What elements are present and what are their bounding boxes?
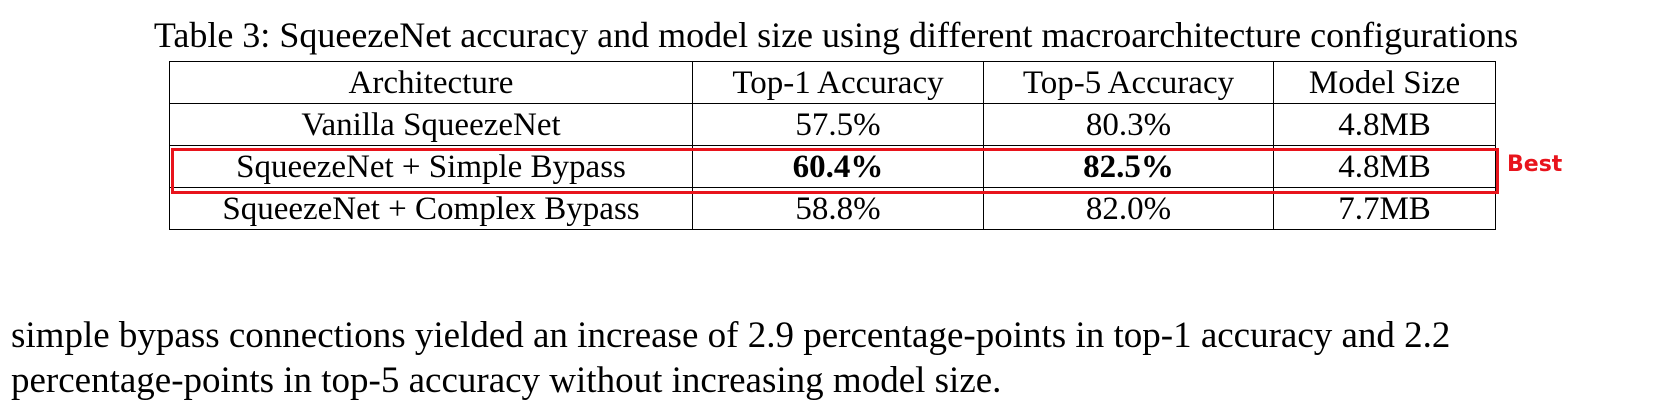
bold-value: 82.5%	[1083, 148, 1174, 185]
highlight-box	[171, 148, 1499, 194]
cell: SqueezeNet + Simple Bypass	[169, 145, 693, 188]
cell: 60.4%	[692, 145, 984, 188]
cell: SqueezeNet + Complex Bypass	[169, 187, 693, 230]
cell: 57.5%	[692, 103, 984, 146]
row: SqueezeNet + Complex Bypass 58.8% 82.0% …	[169, 187, 1496, 230]
bold-value: 60.4%	[792, 148, 884, 185]
cell: 82.5%	[983, 145, 1274, 188]
header-cell: Top-5 Accuracy	[983, 61, 1274, 104]
paragraph-line: simple bypass connections yielded an inc…	[11, 315, 1451, 356]
cell: 58.8%	[692, 187, 984, 230]
cell: 7.7MB	[1273, 187, 1496, 230]
row: Vanilla SqueezeNet 57.5% 80.3% 4.8MB	[169, 103, 1496, 146]
cell: 82.0%	[983, 187, 1274, 230]
header-cell: Top-1 Accuracy	[692, 61, 984, 104]
header-row: Architecture Top-1 Accuracy Top-5 Accura…	[169, 61, 1496, 104]
cell: 4.8MB	[1273, 103, 1496, 146]
paragraph-line: percentage-points in top-5 accuracy with…	[11, 360, 1002, 401]
cell: Vanilla SqueezeNet	[169, 103, 693, 146]
cell: 80.3%	[983, 103, 1274, 146]
header-cell: Architecture	[169, 61, 693, 104]
annotation: Best	[1507, 152, 1563, 177]
header-cell: Model Size	[1273, 61, 1496, 104]
table-caption: Table 3: SqueezeNet accuracy and model s…	[153, 15, 1519, 55]
results-table: Architecture Top-1 Accuracy Top-5 Accura…	[169, 61, 1496, 230]
